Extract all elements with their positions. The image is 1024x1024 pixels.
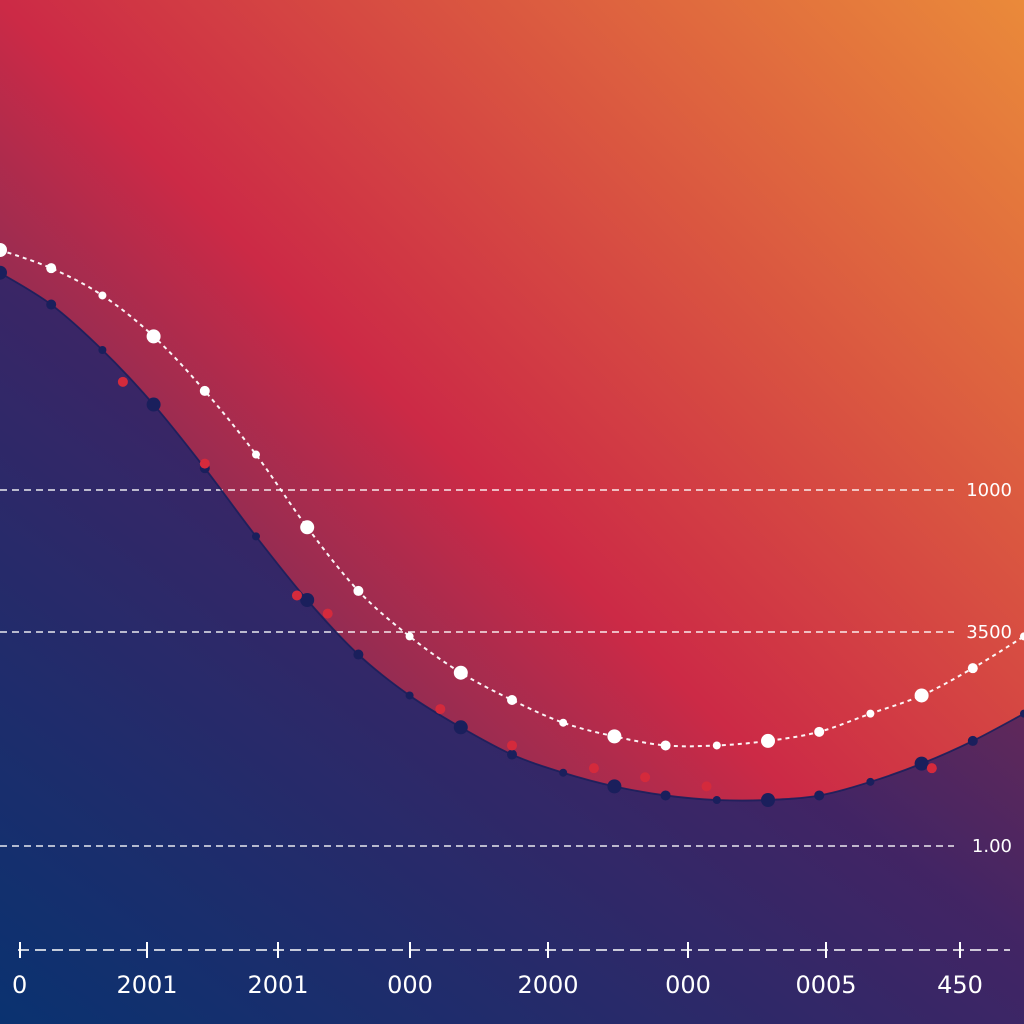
data-point (405, 632, 414, 641)
x-tick-label: 000 (387, 971, 433, 999)
data-point (322, 608, 333, 619)
data-point (926, 763, 937, 774)
data-point (559, 718, 568, 727)
data-point (761, 793, 775, 807)
x-axis: 0 2001 2001 000 2000 000 0005 450 (12, 942, 1010, 999)
data-point (967, 663, 978, 674)
series-line (0, 271, 1024, 802)
data-point (607, 779, 622, 794)
x-tick-label: 2001 (247, 971, 308, 999)
data-point (300, 593, 315, 607)
data-point (712, 741, 721, 750)
data-point (252, 450, 260, 459)
series-line (0, 249, 1024, 748)
y-tick-label: 1.00 (972, 836, 1012, 857)
data-point (353, 649, 364, 660)
data-point (98, 291, 107, 300)
data-point (761, 733, 775, 748)
data-point (814, 790, 825, 801)
data-point (300, 520, 315, 535)
data-point (1020, 632, 1024, 641)
data-point (660, 740, 671, 751)
gridlines (0, 489, 954, 847)
series-layer (0, 243, 1024, 807)
data-point (435, 704, 446, 715)
data-point (453, 720, 468, 735)
x-tick-label: 2001 (116, 971, 177, 999)
x-tick-label: 2000 (517, 971, 578, 999)
data-point (98, 346, 107, 354)
data-point (291, 590, 302, 601)
data-point (453, 665, 468, 680)
data-point (640, 772, 651, 783)
data-point (46, 299, 57, 310)
data-point (507, 749, 517, 760)
data-point (701, 781, 712, 792)
data-point (914, 688, 929, 703)
x-tick-label: 0 (12, 971, 27, 999)
data-point (588, 763, 599, 774)
data-point (0, 243, 7, 257)
data-point (660, 790, 671, 801)
data-point (914, 756, 929, 771)
data-point (507, 695, 517, 705)
y-tick-label: 3500 (966, 622, 1012, 643)
data-point (353, 585, 364, 596)
data-point (405, 691, 414, 700)
data-point (712, 796, 721, 804)
data-point (146, 397, 161, 412)
data-point (967, 735, 978, 746)
data-point (507, 740, 517, 751)
x-tick-label: 000 (665, 971, 711, 999)
data-point (199, 458, 210, 469)
data-point (252, 532, 260, 541)
x-tick-label: 450 (937, 971, 983, 999)
data-point (814, 726, 825, 737)
data-point (199, 385, 210, 396)
data-point (866, 777, 875, 786)
data-point (46, 263, 57, 274)
y-tick-label: 1000 (966, 480, 1012, 501)
series-area-fill (0, 272, 1024, 1024)
x-tick-label: 0005 (795, 971, 856, 999)
data-point (1020, 709, 1024, 718)
y-axis-labels: 1000 3500 1.00 (966, 480, 1012, 857)
data-point (117, 376, 128, 387)
data-point (559, 768, 568, 777)
data-point (607, 729, 622, 744)
data-point (146, 329, 161, 344)
data-point (866, 709, 875, 718)
data-point (0, 265, 7, 280)
